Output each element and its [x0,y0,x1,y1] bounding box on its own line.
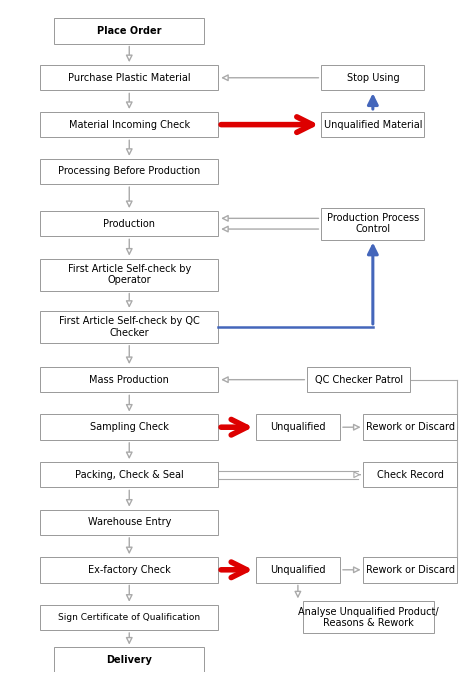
Text: Sign Certificate of Qualification: Sign Certificate of Qualification [58,613,201,622]
FancyBboxPatch shape [364,462,457,487]
Text: QC Checker Patrol: QC Checker Patrol [315,375,403,385]
Text: Place Order: Place Order [97,26,162,36]
Text: Production: Production [103,219,155,229]
Text: Unqualified: Unqualified [270,565,326,575]
Text: Check Record: Check Record [377,470,444,480]
FancyBboxPatch shape [321,208,424,240]
FancyBboxPatch shape [40,259,218,291]
Text: Processing Before Production: Processing Before Production [58,167,201,176]
Text: Rework or Discard: Rework or Discard [366,422,455,432]
FancyBboxPatch shape [40,557,218,583]
Text: Stop Using: Stop Using [346,73,399,83]
Text: Delivery: Delivery [106,655,152,665]
FancyBboxPatch shape [40,605,218,630]
Text: Production Process
Control: Production Process Control [327,213,419,234]
FancyBboxPatch shape [321,65,424,90]
FancyBboxPatch shape [302,601,434,633]
FancyBboxPatch shape [40,159,218,184]
FancyBboxPatch shape [364,414,457,440]
FancyBboxPatch shape [55,647,204,673]
Text: Unqualified: Unqualified [270,422,326,432]
Text: Packing, Check & Seal: Packing, Check & Seal [75,470,183,480]
Text: Purchase Plastic Material: Purchase Plastic Material [68,73,191,83]
FancyBboxPatch shape [256,414,340,440]
FancyBboxPatch shape [307,367,410,392]
Text: Warehouse Entry: Warehouse Entry [88,517,171,527]
Text: Rework or Discard: Rework or Discard [366,565,455,575]
Text: Mass Production: Mass Production [89,375,169,385]
Text: Unqualified Material: Unqualified Material [324,119,422,130]
FancyBboxPatch shape [40,414,218,440]
FancyBboxPatch shape [321,112,424,137]
FancyBboxPatch shape [55,18,204,44]
FancyBboxPatch shape [40,367,218,392]
FancyBboxPatch shape [40,462,218,487]
FancyBboxPatch shape [364,557,457,583]
FancyBboxPatch shape [40,310,218,343]
Text: First Article Self-check by QC
Checker: First Article Self-check by QC Checker [59,316,200,338]
FancyBboxPatch shape [40,510,218,535]
FancyBboxPatch shape [40,211,218,236]
Text: Sampling Check: Sampling Check [90,422,169,432]
Text: First Article Self-check by
Operator: First Article Self-check by Operator [68,264,191,286]
FancyBboxPatch shape [256,557,340,583]
FancyBboxPatch shape [40,112,218,137]
Text: Material Incoming Check: Material Incoming Check [69,119,190,130]
FancyBboxPatch shape [40,65,218,90]
Text: Ex-factory Check: Ex-factory Check [88,565,171,575]
Text: Analyse Unqualified Product/
Reasons & Rework: Analyse Unqualified Product/ Reasons & R… [298,607,438,628]
